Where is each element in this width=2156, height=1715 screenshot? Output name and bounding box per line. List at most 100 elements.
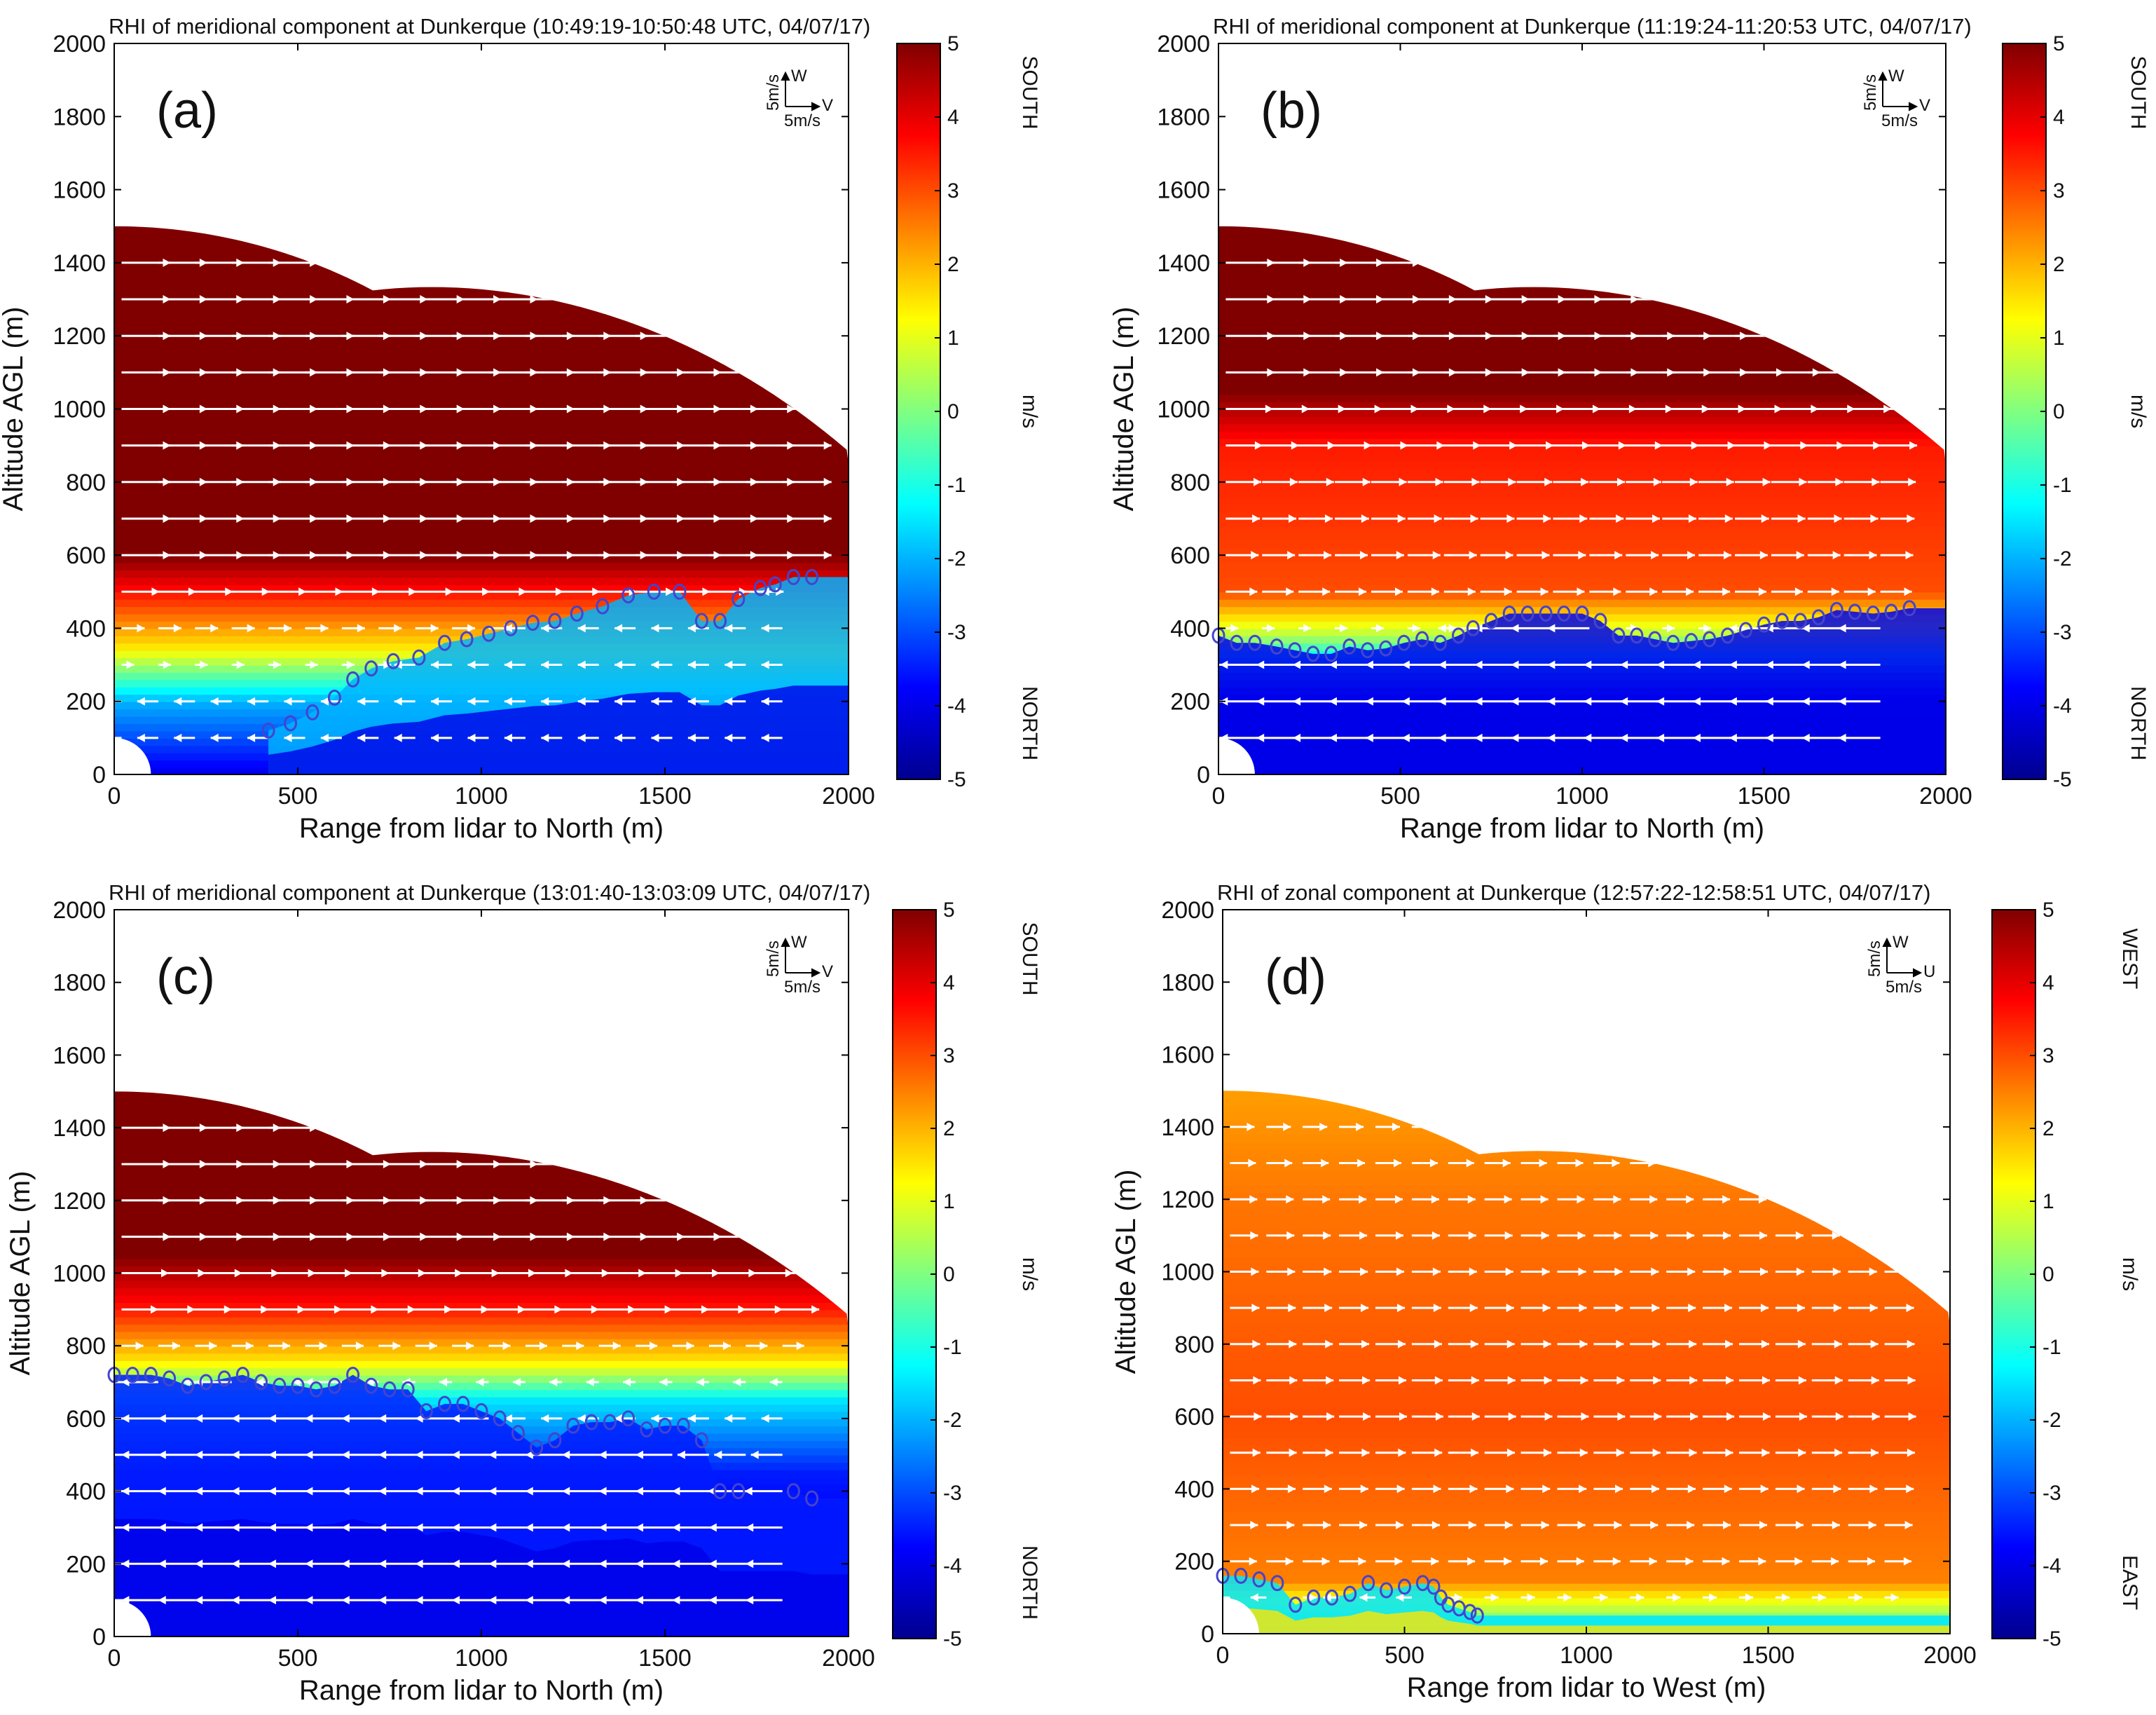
wind-arrow	[1775, 1593, 1790, 1602]
wind-arrow	[562, 1305, 599, 1314]
wind-arrow-head	[1724, 1484, 1732, 1494]
colorbar-unit: m/s	[2127, 395, 2150, 428]
y-tick-label: 2000	[53, 31, 106, 57]
wind-arrow	[231, 1559, 269, 1569]
wind-arrow	[305, 1596, 342, 1605]
colorbar-top-label: SOUTH	[1018, 922, 1041, 996]
wind-arrow-head	[1289, 1448, 1297, 1457]
boundary-marker	[261, 722, 275, 739]
wind-arrow	[1335, 477, 1371, 486]
wind-arrow-head	[1544, 477, 1553, 486]
wind-arrow	[1666, 1267, 1696, 1276]
wind-arrow	[1448, 1159, 1474, 1168]
wind-arrow	[1480, 514, 1515, 523]
wind-arrow-head	[554, 1305, 563, 1314]
wind-arrow-head	[137, 624, 145, 633]
wind-arrow	[1662, 551, 1696, 560]
wind-arrow	[1407, 441, 1445, 450]
wind-arrow	[1765, 733, 1808, 742]
wind-arrow	[1775, 1448, 1806, 1457]
wind-arrow-head	[1506, 1304, 1514, 1313]
wind-arrow	[451, 1596, 489, 1605]
wind-arrow-head	[305, 1596, 313, 1605]
panel-letter: (d)	[1265, 949, 1326, 1005]
wind-arrow	[1266, 1195, 1294, 1204]
wind-arrow-head	[1834, 1376, 1843, 1385]
field-band	[114, 628, 849, 636]
wind-arrow-head	[1689, 1376, 1698, 1385]
wind-arrow-head	[1871, 1376, 1879, 1385]
wind-arrow	[121, 1341, 144, 1351]
wind-arrow	[1339, 1484, 1368, 1494]
wind-arrow	[1474, 697, 1517, 706]
wind-arrow-head	[341, 1450, 350, 1459]
wind-arrow-head	[1653, 477, 1661, 486]
field-band	[1218, 299, 1946, 308]
colorbar-bar	[2002, 43, 2047, 780]
field-band	[114, 438, 849, 446]
wind-arrow	[174, 733, 195, 742]
boundary-marker	[673, 583, 687, 600]
wind-arrow-head	[1759, 1521, 1767, 1530]
boundary-marker	[805, 1490, 819, 1507]
boundary-marker	[1379, 640, 1393, 657]
wind-arrow	[1339, 1376, 1371, 1385]
wind-arrow	[1703, 1557, 1730, 1566]
wind-arrow	[268, 1596, 305, 1605]
boundary-marker	[647, 583, 661, 600]
wind-arrow-head	[451, 1487, 460, 1496]
wind-arrow	[1811, 1484, 1841, 1494]
field-band	[1223, 1496, 1950, 1505]
wind-arrow	[1293, 660, 1336, 669]
wind-arrow	[158, 587, 196, 596]
field-band	[1223, 1569, 1950, 1577]
wind-arrow	[1775, 1521, 1804, 1530]
wind-arrow	[195, 1559, 232, 1569]
wind-arrow-head	[1869, 1304, 1878, 1313]
wind-arrow-head	[1289, 1339, 1297, 1348]
wind-arrow	[525, 1596, 563, 1605]
field-band	[114, 416, 849, 425]
colorbar-tick-label: -3	[2042, 1482, 2061, 1505]
wind-arrow-head	[1725, 1339, 1733, 1348]
field-band	[1218, 504, 1946, 512]
wind-arrow	[761, 660, 783, 669]
wind-arrow-head	[1727, 441, 1736, 450]
x-tick-label: 1500	[1738, 783, 1791, 809]
wind-arrow	[451, 1559, 489, 1569]
wind-arrow	[1375, 1231, 1403, 1240]
wind-arrow	[1520, 1267, 1550, 1276]
wind-arrow	[1656, 697, 1699, 706]
wind-arrow-head	[210, 624, 219, 633]
x-axis-label: Range from lidar to North (m)	[1400, 813, 1764, 844]
wind-arrow-head	[1249, 1195, 1258, 1204]
wind-arrow-head	[1685, 1557, 1694, 1566]
colorbar-tick-label: 1	[2053, 327, 2065, 350]
wind-arrow	[1484, 1593, 1499, 1602]
field-band	[1223, 1561, 1950, 1570]
wind-arrow-head	[687, 660, 696, 669]
wind-arrow	[1266, 1521, 1295, 1530]
wind-arrow-head	[1904, 1521, 1913, 1530]
wind-arrow	[158, 1305, 195, 1314]
wind-arrow	[1811, 1376, 1843, 1385]
field-band	[1223, 1337, 1950, 1345]
wind-arrow	[1620, 697, 1663, 706]
y-tick-label: 400	[1174, 1476, 1214, 1503]
field-band	[1223, 1358, 1950, 1367]
wind-arrow	[1438, 660, 1481, 669]
wind-arrow	[1547, 624, 1590, 633]
wind-arrow	[1365, 660, 1408, 669]
wind-arrow-head	[1434, 1339, 1442, 1348]
y-tick-label: 1800	[1157, 104, 1210, 130]
wind-arrow	[268, 1305, 305, 1314]
wind-arrow-head	[1321, 1557, 1330, 1566]
y-tick-label: 0	[1197, 762, 1210, 788]
wind-arrow	[672, 1523, 709, 1532]
field-band	[1223, 1351, 1950, 1360]
wind-arrow-head	[541, 1414, 549, 1423]
wind-arrow-head	[1288, 1304, 1296, 1313]
colorbar-unit: m/s	[2118, 1257, 2141, 1291]
wind-arrow	[525, 587, 563, 596]
boundary-marker	[144, 1367, 158, 1383]
